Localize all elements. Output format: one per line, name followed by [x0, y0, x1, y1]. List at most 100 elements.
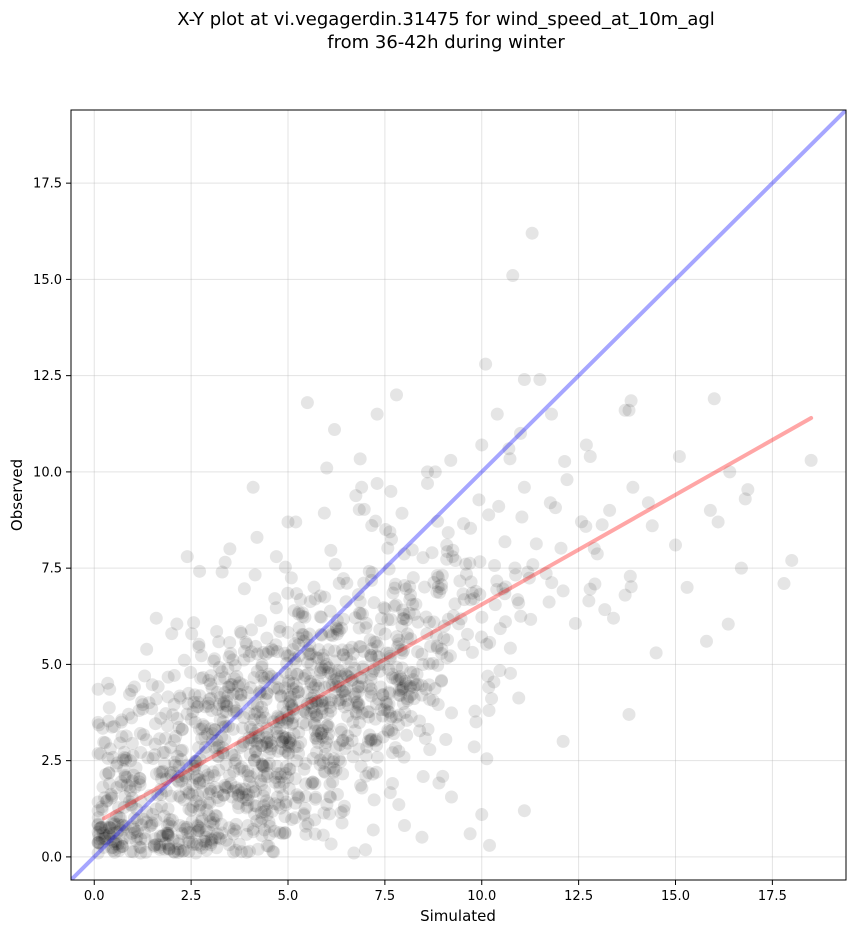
data-point [164, 768, 178, 782]
data-point [499, 580, 513, 594]
data-point [211, 831, 225, 845]
data-point [254, 614, 268, 628]
data-point [265, 642, 279, 656]
data-point [669, 538, 682, 552]
data-point [324, 667, 338, 681]
data-point [542, 595, 556, 609]
data-point [159, 707, 173, 721]
data-point [163, 766, 177, 780]
data-point [457, 638, 471, 652]
data-point [189, 794, 203, 808]
data-point [560, 473, 574, 487]
data-point [185, 788, 199, 802]
data-point [261, 766, 275, 780]
data-point [273, 826, 287, 840]
data-point [260, 794, 274, 808]
data-point [299, 706, 313, 720]
data-point [139, 733, 153, 747]
data-point [269, 771, 283, 785]
data-point [292, 649, 306, 663]
data-point [193, 775, 207, 789]
data-point [234, 782, 248, 796]
data-point [328, 644, 342, 658]
data-point [267, 715, 281, 729]
data-point [183, 826, 197, 840]
data-point [355, 706, 369, 720]
data-point [359, 843, 373, 857]
data-point [264, 736, 278, 750]
data-point [196, 785, 210, 799]
data-point [348, 611, 362, 625]
data-point [382, 562, 396, 576]
data-point [128, 780, 142, 794]
data-point [155, 765, 169, 779]
data-point [255, 700, 269, 714]
data-point [223, 769, 237, 783]
data-point [582, 594, 596, 608]
data-point [177, 769, 191, 783]
data-point [365, 642, 379, 656]
data-point [213, 713, 227, 727]
data-point [399, 677, 413, 691]
data-point [266, 844, 280, 858]
data-point [312, 643, 326, 657]
data-point [115, 730, 129, 744]
data-point [127, 768, 141, 782]
data-point [314, 727, 328, 741]
data-point [161, 819, 175, 833]
data-point [431, 580, 445, 594]
data-point [191, 824, 205, 838]
data-point [260, 687, 274, 701]
data-point [118, 768, 132, 782]
data-point [267, 845, 281, 859]
data-point [262, 828, 276, 842]
data-point [140, 805, 154, 819]
data-point [579, 519, 593, 533]
data-point [430, 641, 444, 655]
data-point [281, 515, 295, 529]
data-point [423, 692, 437, 706]
data-point [205, 734, 219, 748]
data-point [404, 665, 418, 679]
data-point [102, 828, 116, 842]
data-point [229, 843, 243, 857]
data-point [265, 804, 279, 818]
data-point [349, 489, 363, 503]
data-point [272, 775, 286, 789]
data-point [173, 689, 187, 703]
data-point [435, 646, 449, 660]
data-point [104, 832, 118, 846]
data-point [431, 658, 445, 672]
data-point [298, 668, 312, 682]
data-point [440, 633, 454, 647]
data-point [167, 845, 181, 859]
data-point [296, 628, 310, 642]
x-tick-label: 0.0 [84, 889, 105, 904]
data-point [509, 568, 523, 582]
data-point [174, 753, 188, 767]
data-point [311, 736, 325, 750]
data-point [304, 696, 318, 710]
data-point [246, 825, 260, 839]
data-point [479, 357, 493, 371]
data-point [452, 617, 466, 631]
data-point [238, 782, 252, 796]
data-point [463, 827, 477, 841]
data-point [117, 745, 131, 759]
data-point [362, 766, 376, 780]
data-point [219, 720, 233, 734]
data-point [154, 799, 168, 813]
data-point [503, 452, 517, 466]
data-point [229, 817, 243, 831]
data-point [225, 790, 239, 804]
data-point [352, 621, 366, 635]
data-point [173, 843, 187, 857]
data-point [182, 844, 196, 858]
data-point [113, 811, 127, 825]
data-point [307, 580, 321, 594]
data-point [182, 786, 196, 800]
data-point [281, 711, 295, 725]
data-point [215, 826, 229, 840]
data-point [324, 704, 338, 718]
data-point [161, 802, 175, 816]
